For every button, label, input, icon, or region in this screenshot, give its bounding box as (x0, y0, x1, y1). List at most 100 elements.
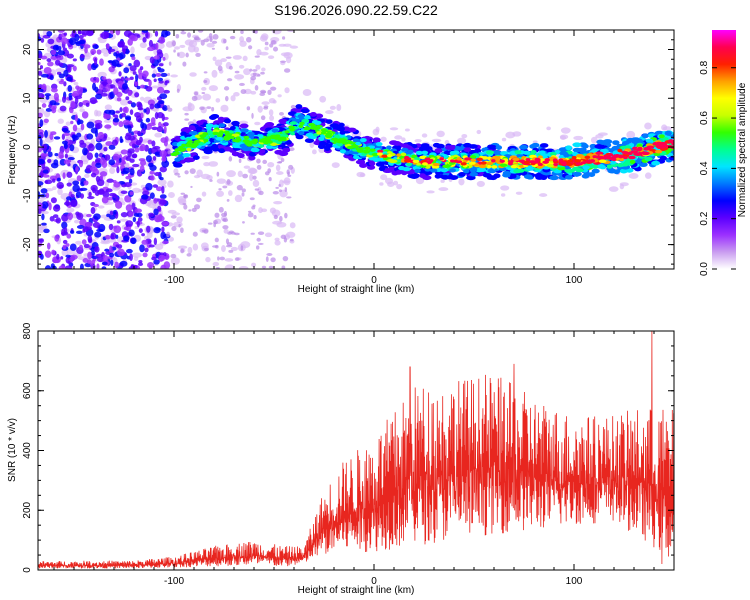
spectrogram-background-blob (157, 179, 167, 186)
spectrogram-noise-blob (194, 37, 201, 41)
spectrogram-noise-blob (270, 257, 276, 263)
spectrogram-noise-blob (108, 79, 113, 85)
spectrogram-noise-blob (96, 263, 100, 269)
spectrogram-trace-blob (237, 153, 245, 158)
spectrogram-noise-blob (284, 187, 288, 193)
spectrogram-noise-blob (113, 87, 119, 96)
spectrogram-noise-blob (66, 53, 74, 59)
colorbar-tick-label: 0.0 (699, 262, 710, 276)
spectrogram-noise-blob (189, 168, 196, 174)
spectrogram-noise-blob (79, 187, 88, 191)
colorbar-gradient (712, 30, 736, 269)
spectrogram-background-blob (269, 207, 277, 214)
spectrogram-noise-blob (156, 49, 163, 55)
spectrogram-noise-blob (140, 159, 147, 166)
spectrogram-background-blob (230, 95, 236, 102)
spectrogram-trace-blob (487, 144, 495, 150)
spectrogram-noise-blob (66, 233, 72, 239)
spectrogram-noise-blob (66, 76, 73, 82)
spectrogram-background-blob (234, 194, 243, 203)
spectrogram-noise-blob (89, 262, 93, 266)
spectrogram-noise-blob (90, 127, 98, 134)
spectrogram-background-blob (84, 173, 90, 178)
spectrogram-trace-blob (247, 131, 255, 136)
spectrogram-noise-blob (190, 185, 193, 189)
spectrogram-noise-blob (111, 139, 118, 146)
spectrogram-noise-blob (81, 111, 89, 119)
spectrogram-noise-blob (161, 221, 169, 226)
spectrogram-trace-blob (359, 138, 367, 143)
spectrogram-background-blob (73, 81, 79, 86)
spectrogram-noise-blob (199, 106, 205, 111)
spectrogram-noise-blob (38, 112, 43, 118)
spectrogram-trace-blob (634, 166, 642, 172)
spectrogram-trace-blob (606, 164, 613, 169)
spectrogram-noise-blob (139, 244, 145, 253)
spectrogram-noise-blob (201, 91, 206, 94)
spectrogram-noise-blob (166, 231, 171, 238)
spectrogram-trace-blob (525, 166, 534, 171)
spectrogram-noise-blob (134, 81, 138, 87)
spectrogram-background-blob (221, 245, 226, 253)
spectrogram-trace-blob (401, 147, 409, 152)
spectrogram-noise-blob (66, 159, 72, 163)
spectrogram-noise-blob (56, 177, 61, 182)
spectrogram-noise-blob (38, 92, 45, 99)
spectrogram-trace-blob (566, 168, 576, 173)
spectrogram-noise-blob (135, 115, 142, 123)
spectrogram-trace-blob (364, 146, 371, 150)
spectrogram-background-blob (170, 74, 179, 78)
spectrogram-noise-blob (63, 227, 68, 235)
spectrogram-noise-blob (211, 40, 218, 44)
spectrogram-noise-blob (38, 146, 43, 153)
spectrogram-trace-blob (414, 168, 421, 173)
spectrogram-trace-blob (441, 174, 450, 180)
spectrogram-trace-blob (449, 159, 455, 163)
spectrogram-noise-blob (164, 136, 169, 143)
spectrogram-background-blob (276, 221, 287, 228)
spectrogram-noise-blob (124, 115, 132, 121)
spectrogram-noise-blob (99, 171, 108, 177)
spectrogram-noise-blob (287, 174, 292, 177)
spectrogram-noise-blob (267, 168, 272, 174)
spectrogram-y-tick-label: 10 (22, 92, 33, 104)
spectrogram-trace-blob (331, 137, 339, 141)
spectrogram-background-blob (286, 231, 296, 238)
spectrogram-background-blob (208, 161, 219, 167)
spectrogram-background-blob (233, 92, 240, 97)
spectrogram-noise-blob (144, 247, 149, 253)
spectrogram-noise-blob (116, 166, 120, 174)
spectrogram-noise-blob (62, 244, 67, 250)
spectrogram-background-blob (167, 191, 175, 198)
spectrogram-trace-blob (644, 156, 653, 162)
spectrogram-noise-blob (58, 184, 64, 189)
spectrogram-trace-blob (373, 157, 382, 162)
spectrogram-noise-blob (50, 162, 59, 169)
spectrogram-noise-blob (65, 243, 70, 247)
spectrogram-trace-blob (598, 159, 607, 164)
spectrogram-noise-blob (70, 120, 74, 125)
spectrogram-background-blob (201, 191, 207, 197)
spectrogram-noise-blob (50, 131, 57, 136)
spectrogram-noise-blob (51, 249, 56, 255)
spectrogram-noise-blob (225, 56, 232, 59)
spectrogram-background-blob (74, 219, 80, 224)
spectrogram-trace-blob (206, 131, 215, 135)
spectrogram-noise-blob (81, 239, 87, 245)
spectrogram-noise-blob (76, 175, 82, 182)
spectrogram-noise-blob (63, 32, 68, 36)
spectrogram-noise-blob (229, 35, 236, 40)
spectrogram-noise-blob (180, 227, 184, 234)
spectrogram-background-blob (389, 127, 399, 131)
spectrogram-background-blob (184, 39, 194, 46)
spectrogram-noise-blob (203, 71, 208, 74)
spectrogram-noise-blob (40, 37, 45, 43)
snr-x-tick-label: 100 (566, 576, 583, 587)
spectrogram-noise-blob (92, 221, 101, 228)
spectrogram-noise-blob (95, 175, 100, 183)
colorbar-label: Normalized spectral amplitude (737, 82, 748, 217)
spectrogram-noise-blob (171, 226, 177, 232)
spectrogram-noise-blob (94, 246, 100, 253)
spectrogram-noise-blob (96, 49, 102, 55)
spectrogram-noise-blob (115, 110, 121, 114)
